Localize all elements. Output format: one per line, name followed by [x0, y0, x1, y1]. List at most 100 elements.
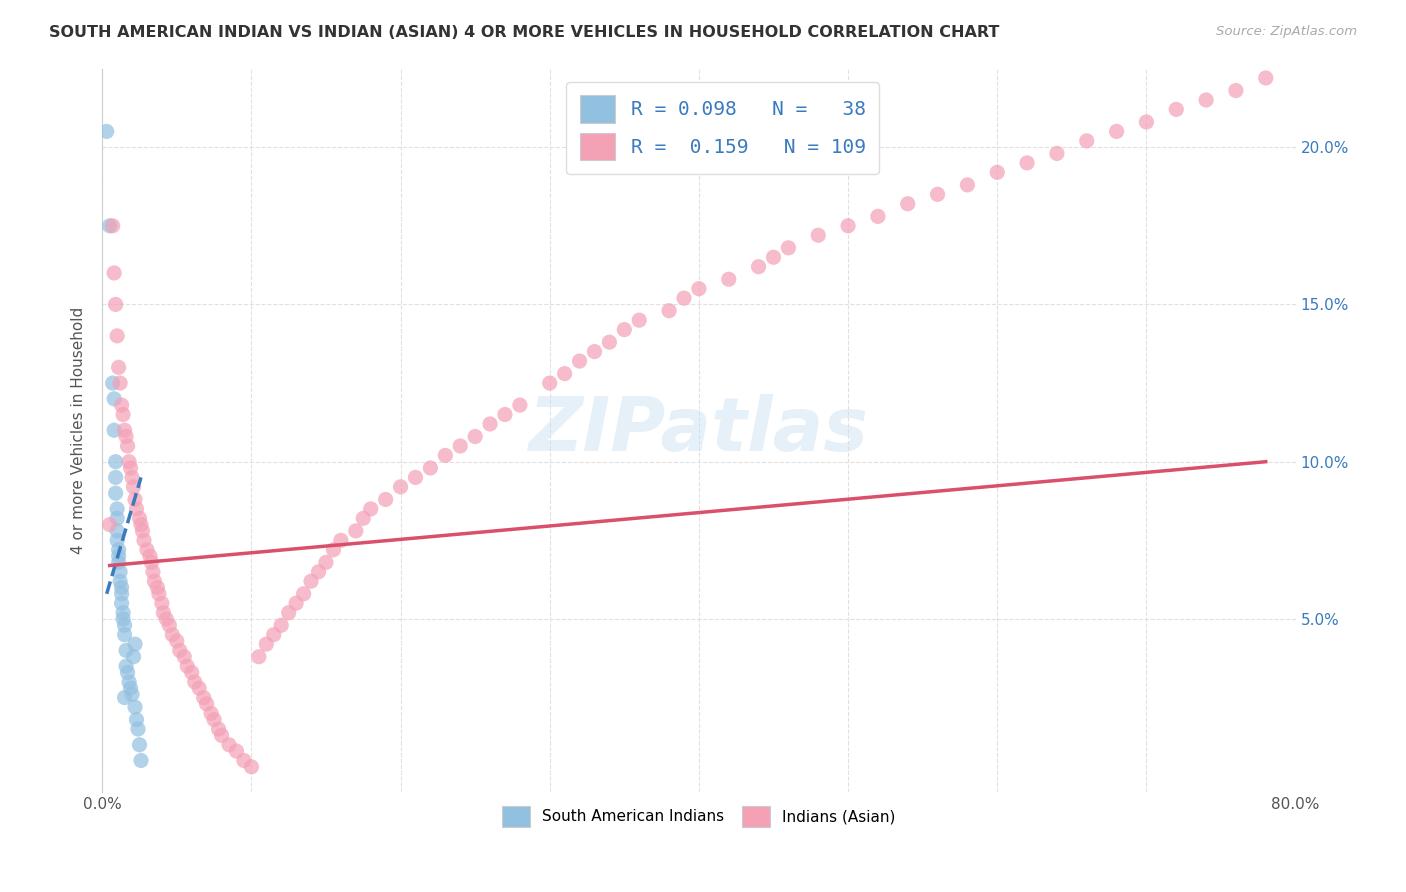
Point: [232, 754, 254, 768]
Point: [101, 376, 124, 390]
Point: [117, 665, 139, 680]
Point: [118, 674, 141, 689]
Point: [176, 659, 198, 673]
Point: [292, 587, 315, 601]
Point: [360, 501, 382, 516]
Point: [225, 744, 247, 758]
Point: [299, 574, 322, 589]
Point: [263, 628, 285, 642]
Point: [1166, 103, 1188, 117]
Point: [115, 659, 138, 673]
Point: [180, 665, 202, 680]
Point: [110, 398, 132, 412]
Point: [986, 165, 1008, 179]
Point: [404, 470, 426, 484]
Point: [449, 439, 471, 453]
Point: [270, 618, 292, 632]
Point: [157, 618, 180, 632]
Point: [479, 417, 502, 431]
Y-axis label: 4 or more Vehicles in Household: 4 or more Vehicles in Household: [72, 307, 86, 554]
Point: [104, 455, 127, 469]
Point: [120, 461, 142, 475]
Point: [110, 596, 132, 610]
Text: SOUTH AMERICAN INDIAN VS INDIAN (ASIAN) 4 OR MORE VEHICLES IN HOUSEHOLD CORRELAT: SOUTH AMERICAN INDIAN VS INDIAN (ASIAN) …: [49, 25, 1000, 40]
Text: ZIPatlas: ZIPatlas: [529, 393, 869, 467]
Point: [117, 439, 139, 453]
Point: [277, 606, 299, 620]
Point: [114, 423, 136, 437]
Point: [1076, 134, 1098, 148]
Point: [98, 517, 121, 532]
Point: [114, 690, 136, 705]
Point: [688, 282, 710, 296]
Point: [538, 376, 561, 390]
Point: [101, 219, 124, 233]
Point: [240, 760, 263, 774]
Point: [104, 486, 127, 500]
Point: [110, 587, 132, 601]
Point: [322, 542, 344, 557]
Point: [352, 511, 374, 525]
Point: [105, 533, 128, 548]
Point: [200, 706, 222, 721]
Point: [1135, 115, 1157, 129]
Point: [211, 728, 233, 742]
Point: [308, 565, 330, 579]
Point: [103, 392, 125, 406]
Point: [131, 524, 153, 538]
Point: [104, 470, 127, 484]
Point: [129, 754, 152, 768]
Point: [329, 533, 352, 548]
Point: [207, 722, 229, 736]
Point: [254, 637, 277, 651]
Point: [628, 313, 651, 327]
Point: [927, 187, 949, 202]
Point: [115, 643, 138, 657]
Point: [195, 697, 218, 711]
Point: [1254, 70, 1277, 85]
Point: [247, 649, 270, 664]
Point: [1225, 83, 1247, 97]
Point: [105, 511, 128, 525]
Point: [146, 581, 169, 595]
Point: [112, 606, 135, 620]
Point: [218, 738, 240, 752]
Point: [173, 649, 195, 664]
Point: [127, 722, 149, 736]
Point: [105, 501, 128, 516]
Point: [128, 738, 150, 752]
Point: [141, 555, 163, 569]
Point: [129, 517, 152, 532]
Point: [107, 360, 129, 375]
Point: [115, 429, 138, 443]
Point: [103, 423, 125, 437]
Legend: South American Indians, Indians (Asian): South American Indians, Indians (Asian): [495, 798, 903, 835]
Point: [96, 124, 118, 138]
Point: [150, 596, 173, 610]
Point: [155, 612, 177, 626]
Point: [118, 455, 141, 469]
Point: [105, 524, 128, 538]
Point: [122, 649, 145, 664]
Point: [139, 549, 162, 563]
Point: [120, 681, 142, 695]
Point: [166, 634, 188, 648]
Point: [98, 219, 121, 233]
Point: [598, 335, 620, 350]
Point: [807, 228, 830, 243]
Point: [866, 210, 889, 224]
Point: [148, 587, 170, 601]
Point: [554, 367, 576, 381]
Point: [112, 408, 135, 422]
Point: [136, 542, 159, 557]
Point: [1105, 124, 1128, 138]
Point: [778, 241, 800, 255]
Point: [125, 501, 148, 516]
Point: [344, 524, 367, 538]
Point: [374, 492, 396, 507]
Point: [114, 618, 136, 632]
Point: [315, 555, 337, 569]
Text: Source: ZipAtlas.com: Source: ZipAtlas.com: [1216, 25, 1357, 38]
Point: [956, 178, 979, 192]
Point: [132, 533, 155, 548]
